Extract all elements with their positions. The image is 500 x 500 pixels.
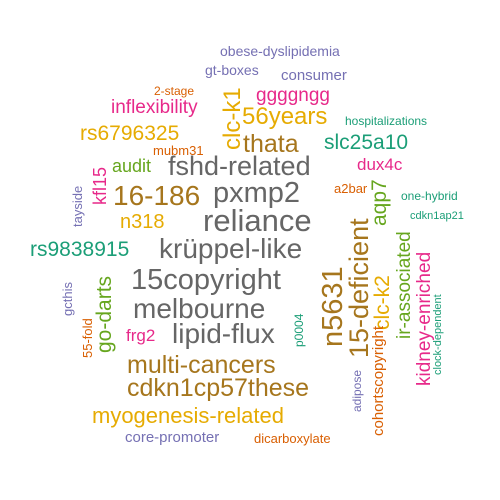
word-adipose: adipose [350, 370, 364, 412]
word-a2bar: a2bar [334, 181, 368, 196]
word-slc25a10: slc25a10 [324, 131, 408, 154]
word-audit: audit [112, 156, 151, 176]
word-myogenesis-related: myogenesis-related [92, 403, 284, 428]
word-pxmp2: pxmp2 [213, 177, 300, 209]
word-n5631: n5631 [317, 266, 349, 347]
word-clc-k2: clc-k2 [371, 275, 394, 330]
word-multi-cancers: multi-cancers [127, 351, 276, 379]
word-ir-associated: ir-associated [394, 231, 415, 339]
word-kfl15: kfl15 [90, 167, 110, 205]
word-hospitalizations: hospitalizations [345, 114, 427, 128]
word-lipid-flux: lipid-flux [172, 318, 275, 349]
word-tayside: tayside [70, 186, 85, 227]
word-kidney-enriched: kidney-enriched [414, 252, 435, 386]
word-15copyright: 15copyright [131, 264, 281, 296]
word-gcthis: gcthis [60, 282, 75, 316]
word-p0004: p0004 [292, 313, 306, 347]
word-rs9838915: rs9838915 [30, 238, 129, 261]
word-dicarboxylate: dicarboxylate [254, 431, 331, 446]
word-frg2: frg2 [126, 326, 155, 345]
word-cohortscopyright: cohortscopyright [370, 325, 387, 436]
word-core-promoter: core-promoter [125, 429, 219, 446]
word-rs6796325: rs6796325 [80, 122, 179, 145]
word-clc-k1: clc-k1 [219, 87, 246, 150]
word-kruppel-like: krüppel-like [159, 233, 302, 264]
word-fshd-related: fshd-related [168, 151, 311, 181]
word-aqp7: aqp7 [368, 179, 391, 226]
word-56years: 56years [242, 103, 327, 130]
word-obese-dyslipidemia: obese-dyslipidemia [220, 43, 340, 59]
word-cdkn1ap21: cdkn1ap21 [410, 210, 464, 222]
word-gt-boxes: gt-boxes [205, 62, 259, 78]
word-melbourne: melbourne [133, 293, 265, 324]
word-2-stage: 2-stage [154, 84, 194, 98]
word-n318: n318 [120, 211, 165, 233]
word-55-fold: 55-fold [80, 318, 95, 358]
word-15-deficient: 15-deficient [344, 218, 374, 358]
word-clock-dependent: clock-dependent [432, 294, 444, 375]
word-one-hybrid: one-hybrid [401, 189, 458, 203]
word-cdkn1cp57these: cdkn1cp57these [127, 374, 309, 402]
word-16-186: 16-186 [113, 180, 200, 211]
word-go-darts: go-darts [93, 276, 116, 353]
word-consumer: consumer [281, 67, 347, 84]
word-ggggngg: ggggngg [256, 85, 330, 106]
word-reliance: reliance [203, 203, 312, 238]
word-inflexibility: inflexibility [111, 97, 198, 118]
word-mubm31: mubm31 [153, 143, 204, 158]
word-thata: thata [243, 130, 299, 158]
word-dux4c: dux4c [357, 155, 403, 174]
